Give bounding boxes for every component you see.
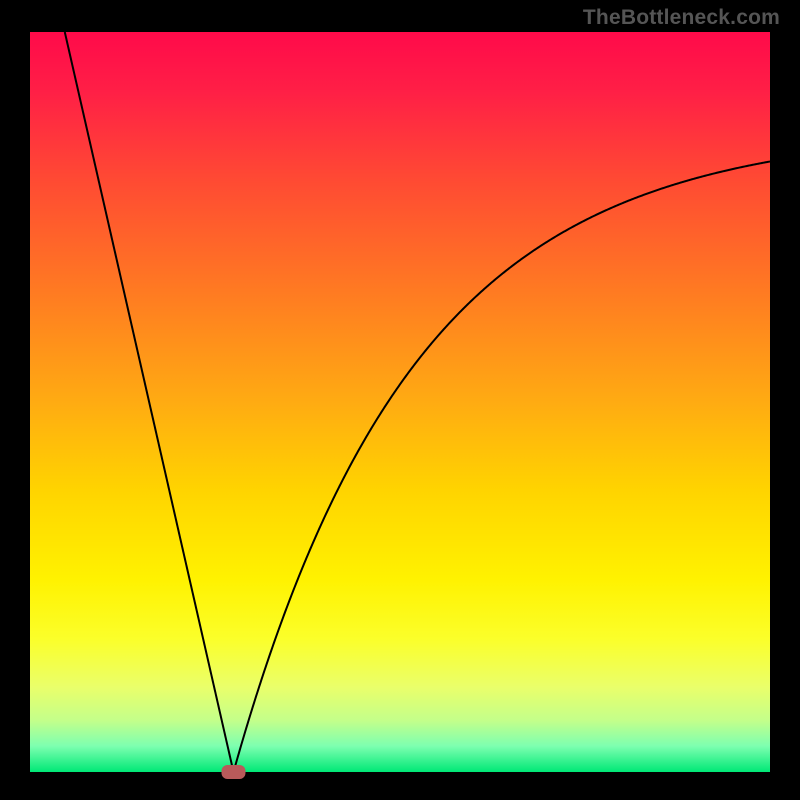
bottleneck-chart [0, 0, 800, 800]
chart-container: TheBottleneck.com [0, 0, 800, 800]
watermark-text: TheBottleneck.com [583, 6, 780, 30]
optimal-marker [222, 765, 246, 779]
